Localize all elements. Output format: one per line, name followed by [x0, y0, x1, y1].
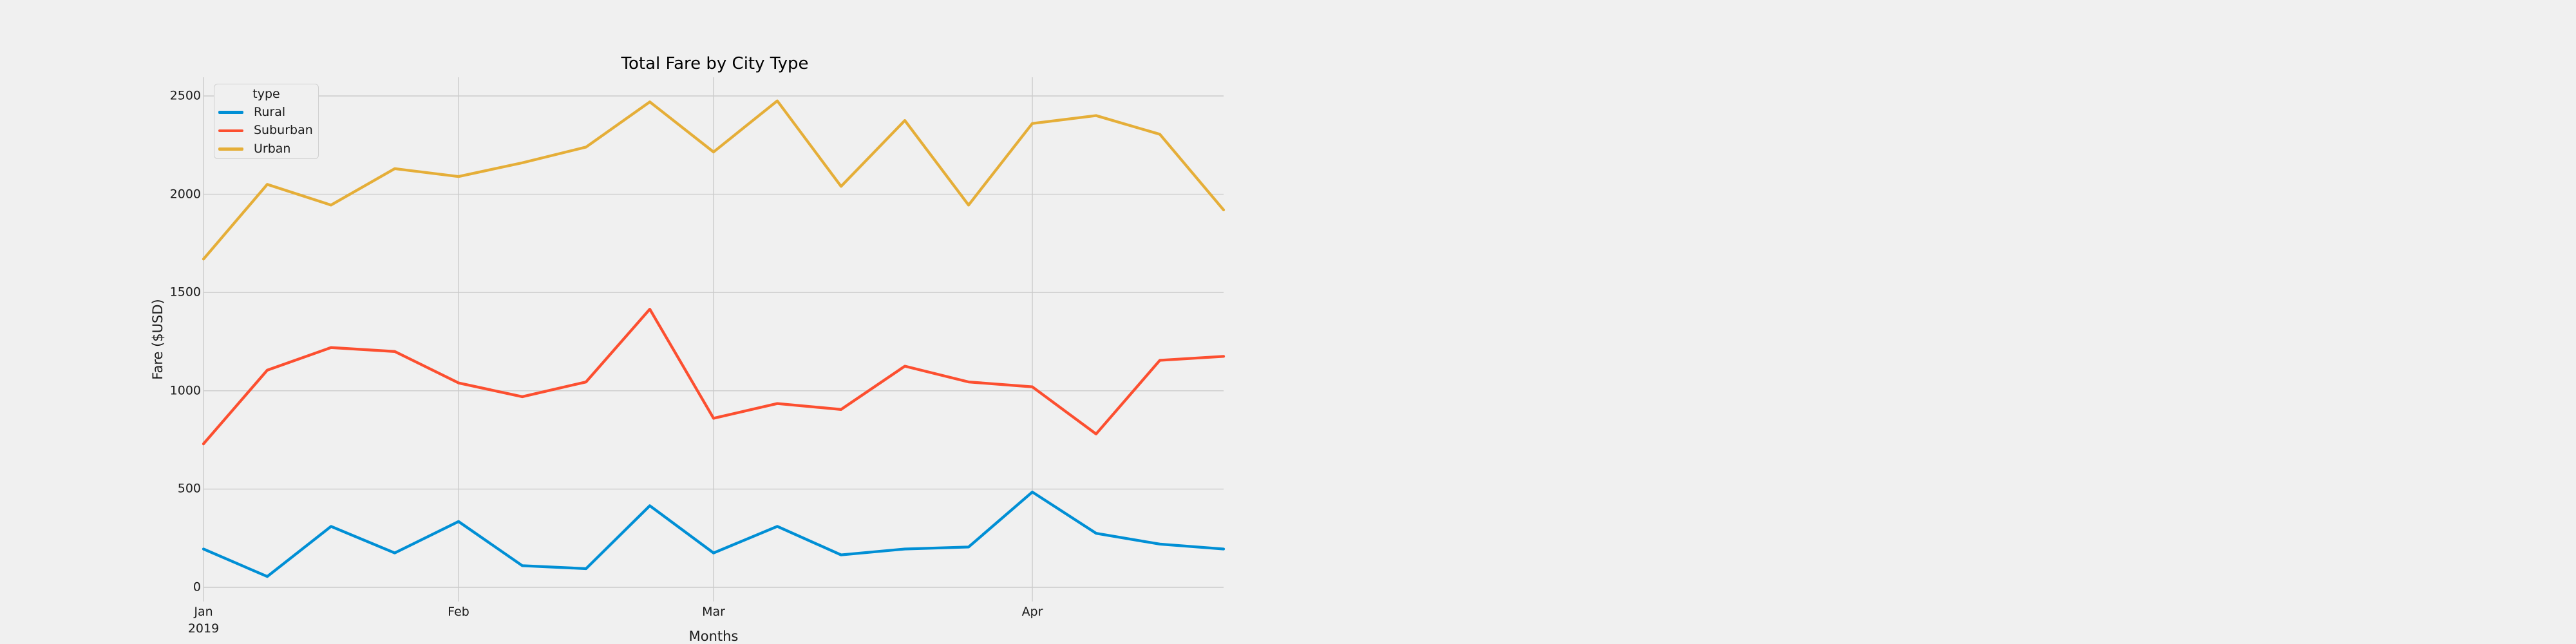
- legend-item-rural: Rural: [214, 103, 318, 122]
- legend-item-urban: Urban: [214, 140, 318, 158]
- series-line-rural: [202, 490, 1226, 578]
- legend-swatch-rural: [218, 111, 243, 114]
- x-tick-month: Apr: [1021, 605, 1043, 619]
- legend-label: Rural: [254, 104, 286, 119]
- x-tick-label: Mar: [702, 603, 725, 620]
- legend-entries: Rural Suburban Urban: [214, 103, 318, 158]
- y-tick-label: 0: [193, 580, 201, 594]
- legend-label: Suburban: [254, 123, 313, 138]
- legend-swatch-suburban: [218, 129, 243, 132]
- legend-label: Urban: [254, 141, 291, 156]
- legend-item-suburban: Suburban: [214, 122, 318, 140]
- x-tick-label: Feb: [448, 603, 469, 620]
- y-axis-label: Fare ($USD): [150, 299, 166, 380]
- x-tick-year: 2019: [187, 621, 220, 636]
- y-tick-label: 2500: [169, 88, 201, 103]
- x-tick-label: Jan 2019: [188, 603, 219, 637]
- y-tick-label: 2000: [169, 187, 201, 202]
- legend-title: type: [252, 87, 280, 101]
- y-tick-label: 500: [177, 481, 201, 496]
- y-tick-label: 1500: [169, 285, 201, 299]
- x-tick-month: Feb: [448, 605, 469, 619]
- legend-swatch-urban: [218, 147, 243, 151]
- series-line-suburban: [202, 307, 1226, 446]
- chart-title: Total Fare by City Type: [621, 54, 809, 73]
- y-tick-label: 1000: [169, 383, 201, 398]
- x-tick-month: Jan: [194, 605, 213, 619]
- legend: type Rural Suburban Urban: [214, 84, 319, 159]
- x-tick-label: Apr: [1022, 603, 1043, 620]
- x-axis-label: Months: [688, 629, 739, 644]
- x-tick-month: Mar: [702, 605, 725, 619]
- series-line-urban: [202, 99, 1226, 261]
